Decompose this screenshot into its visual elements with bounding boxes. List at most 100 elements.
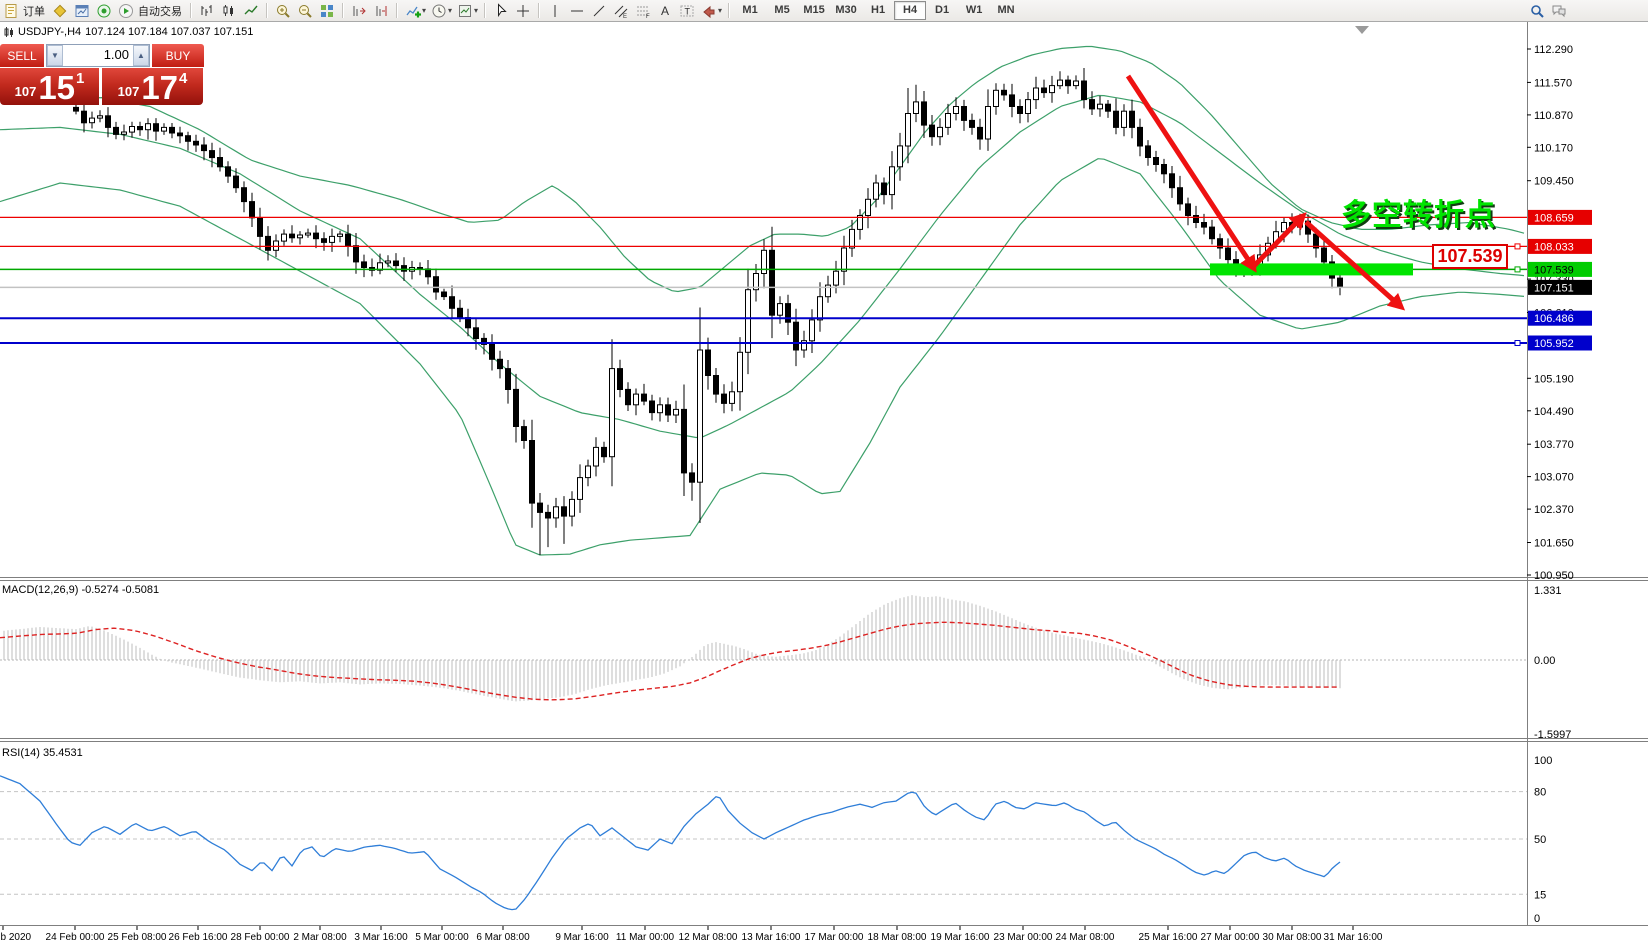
- chevron-down-icon: ▼: [51, 51, 59, 60]
- price-tick-label: 102.370: [1534, 504, 1574, 516]
- macd-panel: 1.331 0.00 -1.5997: [0, 585, 1571, 741]
- text-label-icon[interactable]: T: [676, 2, 698, 20]
- annotation-text: 多空转折点: [1341, 199, 1496, 232]
- support-highlight-band[interactable]: [1210, 263, 1413, 276]
- line-chart-icon[interactable]: [240, 2, 262, 20]
- price-tick-label: 111.570: [1534, 77, 1572, 89]
- vertical-line-icon[interactable]: [544, 2, 566, 20]
- time-tick-label: 27 Mar 00:00: [1201, 932, 1260, 943]
- price-tick-label: 110.170: [1534, 142, 1573, 154]
- rsi-level-label: 0: [1534, 913, 1540, 925]
- timeframe-m15[interactable]: M15: [803, 4, 825, 16]
- price-badge-label: 108.659: [1534, 212, 1574, 224]
- toolbar-separator: [190, 3, 192, 18]
- price-badge: [1528, 279, 1592, 295]
- chart-shift-icon[interactable]: [370, 2, 392, 20]
- trend-arrows[interactable]: [1125, 74, 1406, 311]
- sell-price-panel[interactable]: 107 15 1: [0, 68, 99, 105]
- indicators-dropdown-arrow[interactable]: ▾: [422, 6, 427, 15]
- arrows-icon[interactable]: [698, 2, 720, 20]
- trend-arrow-segment: [1251, 212, 1307, 269]
- toolbar-separator: [728, 3, 731, 18]
- new-order-icon[interactable]: [0, 2, 22, 20]
- time-tick-label: 13 Mar 16:00: [742, 932, 801, 943]
- price-badge-label: 107.151: [1534, 282, 1574, 294]
- zoom-out-icon[interactable]: [294, 2, 316, 20]
- periods-dropdown-arrow[interactable]: ▾: [448, 6, 453, 15]
- text-icon[interactable]: A: [654, 2, 676, 20]
- periods-icon[interactable]: [428, 2, 450, 20]
- chevron-up-icon: ▲: [137, 51, 145, 60]
- rsi-indicator-label: RSI(14) 35.4531: [2, 747, 83, 759]
- price-badge: [1528, 209, 1592, 225]
- indicators-icon[interactable]: [402, 2, 424, 20]
- time-tick-label: 24 Mar 08:00: [1056, 932, 1115, 943]
- time-tick-label: 6 Mar 08:00: [476, 932, 530, 943]
- line-handle[interactable]: [1514, 266, 1521, 273]
- buy-button[interactable]: BUY: [152, 44, 204, 67]
- templates-icon[interactable]: [454, 2, 476, 20]
- toolbar-separator: [396, 3, 398, 18]
- line-handle[interactable]: [1514, 340, 1521, 346]
- timeframe-m30[interactable]: M30: [835, 4, 857, 16]
- chart-symbol-icon: [4, 26, 13, 37]
- time-tick-label: 24 Feb 00:00: [46, 932, 105, 943]
- equidistant-channel-icon[interactable]: E: [610, 2, 632, 20]
- svg-text:A: A: [661, 4, 669, 18]
- crosshair-icon[interactable]: [512, 2, 534, 20]
- time-tick-label: 3 Mar 16:00: [354, 932, 408, 943]
- price-badge-label: 105.952: [1534, 338, 1574, 350]
- toolbar-separator: [342, 3, 344, 18]
- price-axis[interactable]: 112.290111.570110.870110.170109.450107.3…: [1527, 44, 1592, 582]
- horizontal-line-icon[interactable]: [566, 2, 588, 20]
- new-order-label[interactable]: 订单: [23, 5, 45, 18]
- sell-button[interactable]: SELL: [0, 44, 44, 67]
- volume-decrease-button[interactable]: ▼: [47, 45, 63, 66]
- volume-input[interactable]: 1.00: [103, 47, 129, 62]
- market-watch-icon[interactable]: [93, 2, 115, 20]
- candle-chart-icon[interactable]: [218, 2, 240, 20]
- timeframe-w1[interactable]: W1: [965, 4, 983, 16]
- chart-symbol-period: USDJPY-,H4: [18, 26, 82, 38]
- macd-zero-label: 0.00: [1534, 655, 1555, 667]
- trendline-icon[interactable]: [588, 2, 610, 20]
- bollinger-lower: [0, 158, 1525, 556]
- templates-dropdown-arrow[interactable]: ▾: [474, 6, 479, 15]
- cursor-icon[interactable]: [490, 2, 512, 20]
- chat-icon[interactable]: [1548, 2, 1570, 20]
- toolbar-separator: [484, 3, 487, 18]
- panel-separators[interactable]: [0, 22, 1648, 926]
- bar-chart-icon[interactable]: [196, 2, 218, 20]
- buy-price-big: 17: [141, 69, 179, 106]
- sell-price-sup: 1: [76, 70, 85, 87]
- tile-windows-icon[interactable]: [316, 2, 338, 20]
- auto-scroll-icon[interactable]: [348, 2, 370, 20]
- price-tick-label: 112.290: [1534, 44, 1573, 56]
- buy-price-panel[interactable]: 107 17 4: [102, 68, 203, 105]
- zoom-in-icon[interactable]: [272, 2, 294, 20]
- price-badge: [1528, 310, 1592, 326]
- arrows-dropdown-arrow[interactable]: ▾: [718, 6, 723, 15]
- timeframe-mn[interactable]: MN: [997, 4, 1015, 16]
- rsi-level-label: 50: [1534, 834, 1546, 846]
- timeframe-m1[interactable]: M1: [742, 4, 758, 16]
- volume-increase-button[interactable]: ▲: [133, 45, 149, 66]
- price-badge: [1528, 261, 1592, 277]
- timeframe-d1[interactable]: D1: [935, 4, 950, 16]
- volume-stepper[interactable]: ▼ 1.00 ▲: [46, 44, 150, 67]
- fibonacci-icon[interactable]: F: [632, 2, 654, 20]
- auto-trading-label[interactable]: 自动交易: [138, 5, 182, 18]
- search-icon[interactable]: [1526, 2, 1548, 20]
- auto-trading-icon[interactable]: [115, 2, 137, 20]
- toolbar-separator: [266, 3, 268, 18]
- line-handle[interactable]: [1514, 243, 1521, 250]
- candles-layer: [73, 68, 1343, 555]
- chart-window-icon[interactable]: [71, 2, 93, 20]
- timeframe-h4[interactable]: H4: [894, 1, 927, 20]
- timeframe-m5[interactable]: M5: [774, 4, 790, 16]
- trend-arrow-segment: [1304, 220, 1406, 311]
- timeframe-h1[interactable]: H1: [871, 4, 886, 16]
- toolbox-icon[interactable]: [49, 2, 71, 20]
